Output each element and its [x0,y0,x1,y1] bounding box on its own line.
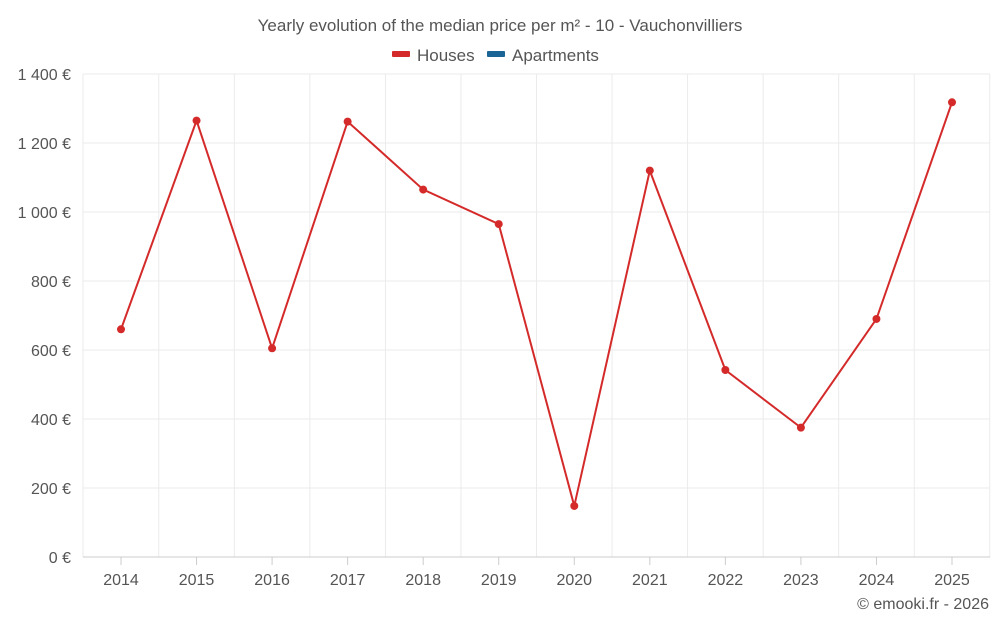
data-point[interactable] [570,501,579,510]
legend: Houses Apartments [392,46,599,65]
x-tick-label: 2019 [481,572,517,589]
x-tick-label: 2021 [632,572,668,589]
y-tick-label: 800 € [31,274,71,291]
x-tick-label: 2014 [103,572,139,589]
y-tick-label: 200 € [31,481,71,498]
data-point[interactable] [419,185,428,194]
x-axis-labels: 2014 2015 2016 2017 2018 2019 2020 2021 2022 2023… [103,557,970,589]
y-tick-label: 0 € [49,550,71,567]
grid [82,73,991,557]
legend-swatch-houses [392,51,410,57]
data-point[interactable] [948,98,956,107]
x-tick-label: 2017 [330,572,366,589]
series-line-houses [120,101,953,507]
legend-label-houses[interactable]: Houses [417,46,475,65]
data-point[interactable] [645,166,654,175]
legend-swatch-apartments [487,51,505,57]
y-axis-labels: 0 € 200 € 400 € 600 € 800 € 1 000 € 1 200 € 1 4… [18,67,71,567]
data-point[interactable] [872,314,881,323]
data-point[interactable] [192,116,201,125]
y-tick-label: 1 000 € [18,205,71,222]
x-tick-label: 2022 [708,572,744,589]
chart-title: Yearly evolution of the median price per… [258,16,743,35]
data-point[interactable] [796,423,805,432]
y-tick-label: 400 € [31,412,71,429]
credit-text: © emooki.fr - 2026 [857,596,989,613]
x-tick-label: 2015 [179,572,215,589]
data-point[interactable] [721,366,730,375]
data-point[interactable] [343,117,352,126]
x-tick-label: 2016 [254,572,290,589]
y-tick-label: 600 € [31,343,71,360]
data-point[interactable] [268,344,277,353]
x-tick-label: 2023 [783,572,819,589]
x-tick-label: 2020 [556,572,592,589]
legend-label-apartments[interactable]: Apartments [512,46,599,65]
data-point[interactable] [117,325,125,334]
data-point[interactable] [494,220,503,229]
y-tick-label: 1 400 € [18,67,71,84]
x-tick-label: 2025 [934,572,970,589]
series-group [117,98,956,510]
x-tick-label: 2024 [859,572,895,589]
y-tick-label: 1 200 € [18,136,71,153]
x-tick-label: 2018 [405,572,441,589]
